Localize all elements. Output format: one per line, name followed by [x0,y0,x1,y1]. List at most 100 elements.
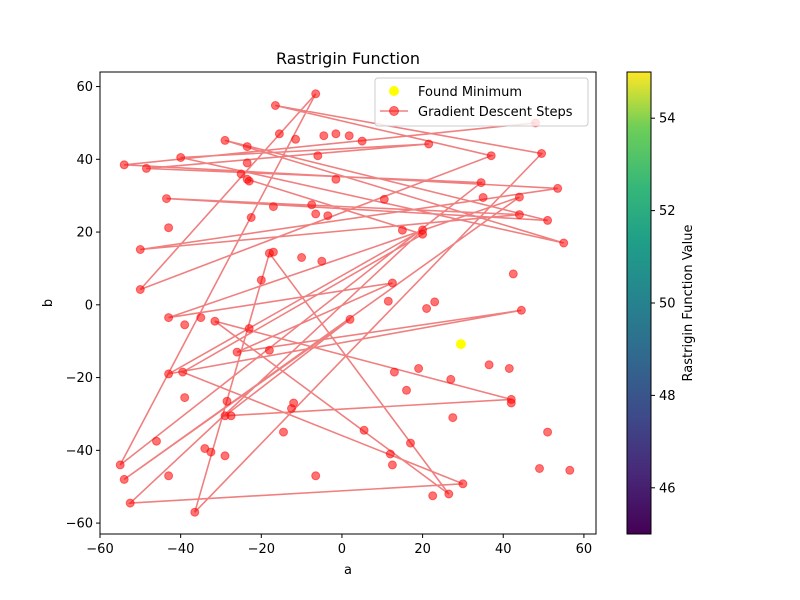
colorbar-tick-label-4: 54 [659,112,676,127]
x-tick-label-5: 40 [495,542,512,557]
gradient-descent-point-30 [232,347,242,357]
gradient-descent-point-47 [242,142,252,152]
colorbar-tick-label-0: 46 [659,481,676,496]
gradient-descent-point-81 [389,367,399,377]
gradient-descent-point-21 [444,489,454,499]
colorbar-ticks: 46 48 50 52 54 [651,112,676,496]
gradient-descent-point-95 [535,464,544,473]
gradient-descent-point-76 [196,313,206,323]
x-tick-label-0: −60 [86,542,113,557]
gradient-descent-point-63 [383,296,393,306]
y-tick-label-2: −20 [66,371,93,386]
gradient-descent-point-37 [418,229,428,239]
gradient-descent-point-77 [180,320,190,330]
gradient-descent-point-87 [506,398,516,408]
gradient-descent-point-34 [125,498,135,508]
colorbar-tick-label-1: 48 [659,389,676,404]
gradient-descent-point-2 [553,183,563,193]
gradient-descent-point-26 [119,474,129,484]
x-tick-label-6: 60 [576,542,593,557]
gradient-descent-point-45 [344,131,354,141]
gradient-descent-point-32 [164,369,174,379]
gradient-descent-point-89 [406,438,415,448]
colorbar: 46 48 50 52 54 Rastrigin Function Value [626,71,696,535]
gradient-descent-point-93 [359,425,369,435]
chart-title: Rastrigin Function [276,49,420,68]
colorbar-gradient [626,71,652,535]
gradient-descent-point-41 [274,129,284,139]
gradient-descent-point-3 [135,245,145,254]
x-axis-ticks: −60 −40 −20 0 20 40 60 [86,534,592,557]
gradient-descent-point-9 [176,153,186,162]
gradient-descent-point-36 [178,367,188,377]
gradient-descent-point-54 [313,151,323,161]
y-tick-label-3: 0 [85,298,93,313]
gradient-descent-point-15 [135,285,145,294]
gradient-descent-point-88 [448,413,458,423]
colorbar-tick-label-3: 52 [659,204,676,219]
gradient-descent-point-67 [279,427,288,437]
gradient-descent-point-91 [387,460,397,470]
gradient-descent-point-98 [508,269,518,279]
gradient-descent-point-62 [256,275,266,285]
gradient-descent-point-48 [236,169,246,179]
gradient-descent-point-70 [220,451,230,461]
gradient-descent-point-60 [297,253,307,262]
gradient-descent-point-46 [357,136,367,146]
gradient-descent-point-74 [264,345,274,355]
gradient-descent-point-40 [246,213,256,222]
series-markers [115,89,575,517]
gradient-descent-point-92 [428,491,438,501]
x-tick-label-4: 20 [414,542,431,557]
gradient-descent-point-65 [430,297,440,307]
legend: Found Minimum Gradient Descent Steps [374,77,589,127]
gradient-descent-point-97 [565,465,575,475]
gradient-descent-point-90 [385,449,395,459]
gradient-descent-point-79 [152,436,161,446]
gradient-descent-point-18 [537,149,547,158]
gradient-descent-point-7 [220,135,230,145]
gradient-descent-point-39 [242,158,252,168]
y-axis-label: b [41,299,56,307]
gradient-descent-point-84 [446,374,456,384]
gradient-descent-point-72 [226,411,236,421]
gradient-descent-point-51 [307,200,317,210]
gradient-descent-point-55 [331,174,341,184]
gradient-descent-point-13 [115,460,125,470]
y-tick-label-5: 40 [76,153,93,168]
gradient-descent-point-19 [190,507,200,517]
gradient-descent-point-82 [402,385,411,395]
gradient-descent-point-58 [164,223,174,233]
legend-label-gradient-descent: Gradient Descent Steps [418,105,573,120]
legend-box [374,77,589,127]
gradient-descent-point-49 [244,176,254,186]
y-tick-label-4: 20 [76,226,93,241]
gradient-descent-point-85 [484,360,494,370]
plot-area [99,71,597,535]
gradient-descent-point-14 [311,89,321,99]
x-tick-label-2: −20 [248,542,275,557]
plot-border [99,71,597,535]
y-axis-ticks: −60 −40 −20 0 20 40 60 [66,80,100,532]
legend-marker-found-minimum [389,86,399,96]
gradient-descent-point-83 [414,364,424,373]
gradient-descent-point-22 [210,316,220,326]
gradient-descent-point-16 [486,151,496,161]
gradient-descent-point-94 [311,471,321,481]
gradient-descent-point-78 [180,393,190,403]
gradient-descent-point-6 [543,215,553,225]
gradient-descent-point-31 [516,305,526,315]
gradient-descent-point-80 [164,471,174,481]
x-tick-label-3: 0 [338,542,346,557]
legend-label-found-minimum: Found Minimum [418,85,522,100]
gradient-descent-point-1 [119,160,129,170]
found-minimum-point-0 [455,339,466,350]
gradient-descent-point-4 [514,210,524,220]
y-tick-label-1: −40 [66,444,93,459]
gradient-descent-point-56 [379,194,389,204]
gradient-descent-point-75 [244,324,254,333]
gradient-descent-point-8 [559,238,569,248]
colorbar-tick-label-2: 50 [659,297,676,312]
gradient-descent-point-61 [317,256,327,266]
